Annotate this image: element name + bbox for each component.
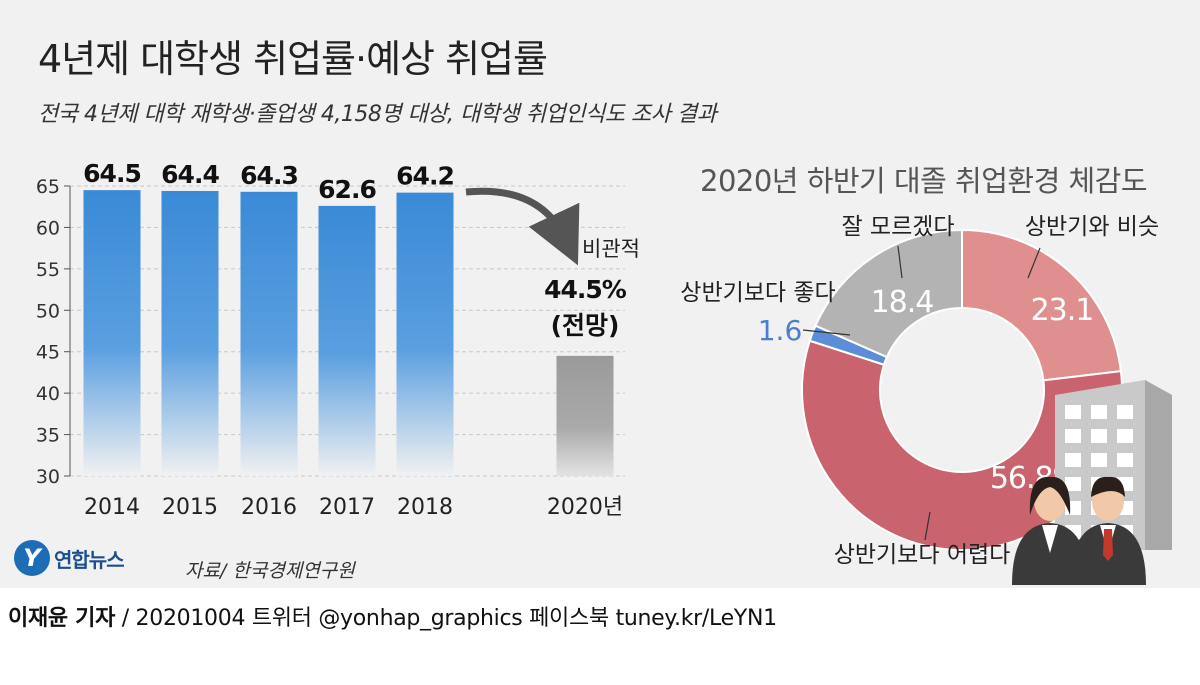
bar-value-label: 64.2 <box>396 162 454 191</box>
bar <box>396 192 454 476</box>
footer-info: / 20201004 트위터 @yonhap_graphics 페이스북 tun… <box>115 606 777 631</box>
arrow-label: 비관적 <box>582 237 640 261</box>
building-window-icon <box>1091 429 1107 443</box>
person-collar-icon <box>1042 525 1058 553</box>
bar <box>83 190 141 476</box>
y-tick-label: 60 <box>36 217 60 239</box>
y-tick-label: 45 <box>36 342 60 364</box>
building-window-icon <box>1117 453 1133 467</box>
slice-category-label: 상반기보다 어렵다 <box>834 542 1011 568</box>
donut-slice <box>814 228 963 359</box>
trend-arrow <box>465 187 580 266</box>
y-tick-label: 30 <box>36 466 60 488</box>
slice-category-label: 상반기와 비슷 <box>1025 214 1159 240</box>
source-note: 자료/ 한국경제연구원 <box>185 560 355 582</box>
footer-credit: 이재윤 기자 / 20201004 트위터 @yonhap_graphics 페… <box>8 600 777 632</box>
logo-mark-icon: Y <box>14 540 50 576</box>
building-side-icon <box>1145 380 1172 550</box>
y-tick-label: 55 <box>36 259 60 281</box>
x-tick-label: 2015 <box>162 495 218 520</box>
building-window-icon <box>1065 405 1081 419</box>
y-tick-label: 35 <box>36 425 60 447</box>
leader-line <box>1027 247 1041 279</box>
building-window-icon <box>1091 453 1107 467</box>
footer-author: 이재윤 기자 <box>8 606 116 631</box>
bar <box>161 190 219 476</box>
x-tick-label: 2017 <box>319 495 375 520</box>
person-hair-icon <box>1091 476 1125 497</box>
yonhap-logo: Y 연합뉴스 <box>14 540 125 576</box>
building-window-icon <box>1065 477 1081 491</box>
y-tick-label: 65 <box>36 176 60 198</box>
person-hair-icon <box>1029 476 1071 515</box>
y-tick-label: 50 <box>36 300 60 322</box>
x-tick-label: 2014 <box>84 495 140 520</box>
slice-value-label: 1.6 <box>758 314 803 347</box>
x-tick-label: 2020년 <box>547 495 623 520</box>
y-tick-label: 40 <box>36 383 60 405</box>
person-body-icon <box>1012 523 1088 585</box>
slice-value-label: 18.4 <box>871 285 934 320</box>
person-tie-icon <box>1103 529 1113 561</box>
slice-value-label: 23.1 <box>1031 293 1094 328</box>
bar-value-label: 64.3 <box>240 161 298 190</box>
page-subtitle: 전국 4년제 대학 재학생·졸업생 4,158명 대상, 대학생 취업인식도 조… <box>38 102 717 127</box>
slice-category-label: 잘 모르겠다 <box>841 214 954 240</box>
leader-line <box>897 245 903 279</box>
building-window-icon <box>1117 405 1133 419</box>
donut-title: 2020년 하반기 대졸 취업환경 체감도 <box>700 164 1148 198</box>
forecast-note-label: (전망) <box>551 311 620 340</box>
bar <box>240 191 298 477</box>
building-window-icon <box>1065 429 1081 443</box>
donut-slice <box>961 228 1123 382</box>
building-window-icon <box>1065 453 1081 467</box>
x-tick-label: 2018 <box>397 495 453 520</box>
bar-value-label: 64.5 <box>83 159 141 188</box>
logo-text: 연합뉴스 <box>54 547 125 572</box>
leader-line <box>924 511 931 541</box>
x-tick-label: 2016 <box>241 495 297 520</box>
bar <box>318 205 376 476</box>
bar-value-label: 62.6 <box>318 175 376 204</box>
building-icon <box>1055 380 1172 550</box>
slice-category-label: 상반기보다 좋다 <box>680 280 835 306</box>
forecast-value-label: 44.5% <box>544 275 627 304</box>
leader-line <box>802 329 851 336</box>
bar-value-label: 64.4 <box>161 160 219 189</box>
building-window-icon <box>1091 405 1107 419</box>
building-window-icon <box>1117 429 1133 443</box>
bar-chart: 30 35 40 45 50 55 60 65 2014 64.5 2015 64.4 2016 64.… <box>36 159 640 520</box>
page-title: 4년제 대학생 취업률·예상 취업률 <box>38 37 548 81</box>
bar <box>556 355 614 476</box>
